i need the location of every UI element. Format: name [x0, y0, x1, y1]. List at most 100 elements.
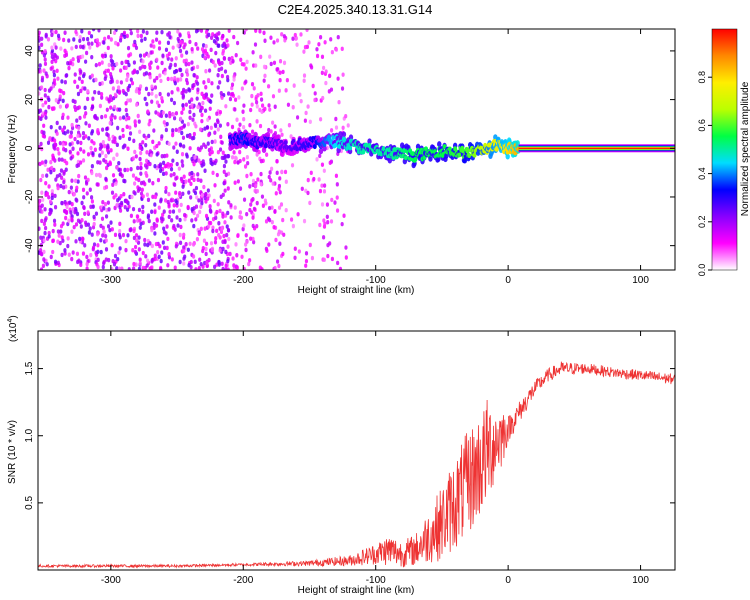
noise-cell [206, 54, 210, 59]
noise-cell [107, 257, 111, 263]
noise-cell [50, 189, 54, 194]
noise-cell [118, 208, 123, 213]
noise-cell [190, 103, 194, 108]
noise-cell [260, 267, 264, 270]
noise-cell [84, 111, 88, 116]
noise-cell [82, 195, 86, 200]
noise-cell [54, 98, 58, 103]
noise-cell [93, 90, 97, 95]
noise-cell [124, 247, 128, 253]
noise-cell [187, 61, 191, 67]
noise-cell [250, 93, 254, 99]
noise-cell [235, 117, 239, 122]
noise-cell [192, 131, 196, 137]
noise-cell [278, 176, 282, 181]
noise-cell [133, 39, 137, 45]
noise-cell [43, 225, 48, 231]
noise-cell [134, 45, 139, 51]
noise-cell [66, 236, 70, 241]
x-tick-label: 100 [632, 575, 649, 586]
noise-cell [164, 113, 168, 118]
noise-cell [38, 63, 42, 68]
noise-cell [302, 78, 306, 83]
noise-cell [208, 151, 212, 157]
noise-cell [102, 40, 106, 45]
noise-cell [147, 218, 151, 224]
noise-cell [192, 177, 196, 183]
noise-cell [50, 32, 54, 38]
ridge-halo-cell [387, 157, 393, 164]
noise-cell [127, 62, 131, 68]
ridge-cell [403, 155, 408, 161]
noise-cell [169, 198, 173, 203]
noise-cell [106, 224, 111, 229]
noise-cell [235, 265, 239, 270]
noise-cell [109, 37, 113, 42]
noise-cell [108, 94, 113, 99]
noise-cell [43, 111, 47, 117]
noise-cell [118, 246, 122, 251]
noise-cell [171, 158, 175, 163]
noise-cell [148, 65, 152, 71]
noise-cell [162, 120, 166, 125]
noise-cell [230, 124, 235, 130]
noise-cell [156, 111, 160, 117]
noise-cell [206, 188, 210, 193]
noise-cell [98, 153, 102, 158]
noise-cell [118, 107, 122, 112]
noise-cell [275, 159, 279, 164]
noise-cell [75, 198, 79, 203]
noise-cell [326, 242, 330, 248]
noise-cell [174, 190, 178, 195]
noise-cell [56, 33, 61, 39]
noise-cell [68, 134, 72, 139]
noise-cell [109, 79, 113, 85]
noise-cell [104, 184, 109, 190]
noise-cell [215, 209, 219, 215]
noise-cell [241, 226, 245, 232]
noise-cell [281, 217, 285, 223]
noise-cell [262, 30, 266, 36]
noise-cell [268, 170, 272, 175]
noise-cell [155, 100, 160, 105]
x-tick-label: -200 [233, 275, 253, 286]
noise-cell [270, 220, 274, 225]
noise-cell [309, 170, 313, 176]
noise-cell [164, 163, 168, 169]
noise-cell [49, 66, 53, 71]
noise-cell [225, 74, 230, 80]
noise-cell [267, 205, 272, 211]
noise-cell [125, 207, 130, 212]
noise-cell [201, 100, 205, 106]
noise-cell [213, 264, 217, 270]
noise-cell [88, 45, 92, 50]
noise-cell [166, 199, 170, 205]
noise-cell [138, 261, 142, 266]
noise-cell [113, 30, 117, 35]
noise-cell [178, 33, 182, 38]
noise-cell [103, 36, 107, 42]
noise-cell [124, 101, 128, 106]
noise-cell [115, 203, 119, 208]
noise-cell [191, 242, 196, 247]
noise-cell [342, 213, 346, 218]
noise-cell [167, 192, 171, 197]
noise-cell [216, 85, 220, 90]
noise-cell [126, 233, 130, 238]
noise-cell [180, 53, 184, 58]
noise-cell [280, 32, 284, 37]
noise-cell [77, 76, 82, 81]
noise-cell [143, 242, 147, 247]
noise-cell [103, 76, 107, 81]
noise-cell [234, 53, 238, 58]
noise-cell [158, 244, 162, 249]
noise-cell [105, 132, 109, 137]
ridge-halo-cell [276, 134, 281, 141]
noise-cell [78, 34, 82, 40]
noise-cell [138, 225, 142, 230]
noise-cell [226, 186, 230, 191]
noise-cell [64, 215, 68, 221]
noise-cell [149, 50, 153, 55]
noise-cell [335, 182, 339, 187]
noise-cell [202, 80, 206, 85]
